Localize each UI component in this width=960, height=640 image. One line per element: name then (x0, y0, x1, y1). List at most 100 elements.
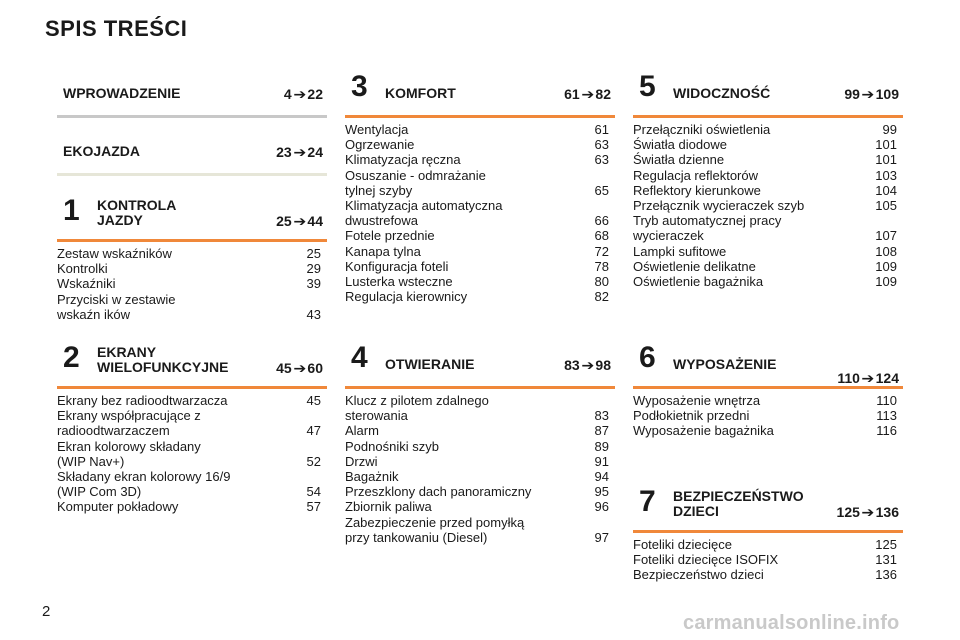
toc-entry[interactable]: Podnośniki szyb 89 (345, 439, 615, 454)
range-start: 61 (564, 86, 580, 102)
toc-entry[interactable]: Wskaźniki 39 (57, 276, 327, 291)
page-range: 25 ➔ 44 (276, 213, 323, 230)
section-komfort: 3 KOMFORT 61 ➔ 82 Wentylacja 61 Ogrzewanie 63 K… (345, 62, 615, 304)
entry-page: 101 (875, 152, 897, 168)
toc-entry[interactable]: Regulacja kierownicy 82 (345, 289, 615, 304)
toc-entry[interactable]: Komputer pokładowy 57 (57, 499, 327, 514)
entry-title: Osuszanie - odmrażanie tylnej szyby (345, 167, 486, 198)
entry-title: Foteliki dziecięce ISOFIX (633, 552, 779, 568)
toc-entry[interactable]: Zabezpieczenie przed pomyłką przy tankow… (345, 515, 615, 545)
page-range: 99 ➔ 109 (844, 86, 899, 103)
entry-list: Ekrany bez radioodtwarzacza 45 Ekrany wspó… (57, 389, 327, 515)
entry-title: Lampki sufitowe (633, 243, 727, 259)
toc-entry[interactable]: Ekran kolorowy składany (WIP Nav+) 52 (57, 439, 327, 469)
toc-entry[interactable]: Oświetlenie bagażnika 109 (633, 274, 903, 289)
page-number: 2 (42, 603, 51, 620)
toc-entry[interactable]: Składany ekran kolorowy 16/9 (WIP Com 3D… (57, 469, 327, 499)
entry-page: 39 (306, 276, 321, 292)
toc-entry[interactable]: Lampki sufitowe 108 (633, 244, 903, 259)
entry-title: Ekran kolorowy składany (WIP Nav+) (57, 438, 201, 469)
entry-page: 83 (594, 408, 609, 424)
arrow-right-icon: ➔ (861, 504, 875, 520)
arrow-right-icon: ➔ (293, 213, 307, 229)
range-end: 124 (875, 370, 899, 386)
toc-entry[interactable]: Przeszklony dach panoramiczny 95 (345, 484, 615, 499)
range-start: 83 (564, 357, 580, 373)
toc-entry[interactable]: Alarm 87 (345, 423, 615, 438)
entry-page: 104 (875, 182, 897, 198)
page-range: 125 ➔ 136 (837, 504, 899, 521)
entry-page: 109 (875, 258, 897, 274)
toc-entry[interactable]: Klucz z pilotem zdalnego sterowania 83 (345, 393, 615, 423)
page-range: 61 ➔ 82 (564, 86, 611, 103)
section-divider (57, 386, 327, 389)
entry-page: 80 (594, 274, 609, 290)
toc-entry[interactable]: Oświetlenie delikatne 109 (633, 259, 903, 274)
entry-title: Regulacja kierownicy (345, 289, 468, 305)
toc-entry[interactable]: Światła diodowe 101 (633, 137, 903, 152)
entry-title: Ekrany bez radioodtwarzacza (57, 393, 228, 408)
toc-entry[interactable]: Światła dzienne 101 (633, 152, 903, 167)
toc-entry[interactable]: Wyposażenie bagażnika 116 (633, 423, 903, 438)
entry-list: Foteliki dziecięce 125 Foteliki dziecięce … (633, 533, 903, 583)
section-header: WPROWADZENIE 4 ➔ 22 (57, 62, 327, 118)
toc-entry[interactable]: Przełącznik wycieraczek szyb 105 (633, 198, 903, 213)
entry-title: Składany ekran kolorowy 16/9 (WIP Com 3D… (57, 469, 231, 500)
toc-entry[interactable]: Bezpieczeństwo dzieci 136 (633, 567, 903, 582)
toc-entry[interactable]: Wyposażenie wnętrza 110 (633, 393, 903, 408)
toc-entry[interactable]: Konfiguracja foteli 78 (345, 259, 615, 274)
entry-title: Kontrolki (57, 261, 108, 277)
toc-entry[interactable]: Podłokietnik przedni 113 (633, 408, 903, 423)
entry-title: Przełącznik wycieraczek szyb (633, 198, 805, 214)
range-end: 82 (595, 86, 611, 102)
entry-title: Bezpieczeństwo dzieci (633, 567, 764, 583)
toc-entry[interactable]: Fotele przednie 68 (345, 228, 615, 243)
entry-list: Wentylacja 61 Ogrzewanie 63 Klimatyzacja ręc… (345, 118, 615, 304)
toc-entry[interactable]: Wentylacja 61 (345, 122, 615, 137)
entry-title: Światła dzienne (633, 152, 725, 168)
entry-title: Światła diodowe (633, 137, 727, 153)
section-bezpieczenstwo-dzieci: 7 BEZPIECZEŃSTWO DZIECI 125 ➔ 136 Foteliki … (633, 477, 903, 583)
toc-entry[interactable]: Foteliki dziecięce 125 (633, 537, 903, 552)
toc-entry[interactable]: Klimatyzacja ręczna 63 (345, 152, 615, 167)
section-title: KOMFORT (385, 85, 456, 101)
toc-entry[interactable]: Ogrzewanie 63 (345, 137, 615, 152)
entry-page: 25 (306, 246, 321, 261)
entry-title: Reflektory kierunkowe (633, 182, 761, 198)
page-range: 4 ➔ 22 (284, 86, 323, 103)
entry-title: Klimatyzacja automatyczna dwustrefowa (345, 198, 503, 229)
entry-title: Fotele przednie (345, 228, 435, 244)
toc-entry[interactable]: Kontrolki 29 (57, 261, 327, 276)
section-wprowadzenie: WPROWADZENIE 4 ➔ 22 (57, 62, 327, 118)
entry-page: 103 (875, 167, 897, 183)
toc-entry[interactable]: Drzwi 91 (345, 454, 615, 469)
section-title: WYPOSAŻENIE (673, 356, 777, 372)
toc-entry[interactable]: Przyciski w zestawie wskaźn ików 43 (57, 292, 327, 322)
entry-title: Podłokietnik przedni (633, 408, 750, 424)
entry-page: 131 (875, 552, 897, 568)
toc-entry[interactable]: Zbiornik paliwa 96 (345, 499, 615, 514)
toc-entry[interactable]: Klimatyzacja automatyczna dwustrefowa 66 (345, 198, 615, 228)
toc-entry[interactable]: Ekrany bez radioodtwarzacza 45 (57, 393, 327, 408)
range-start: 25 (276, 213, 292, 229)
entry-list: Przełączniki oświetlenia 99 Światła diodow… (633, 118, 903, 289)
entry-page: 29 (306, 261, 321, 277)
toc-entry[interactable]: Reflektory kierunkowe 104 (633, 183, 903, 198)
entry-title: Podnośniki szyb (345, 438, 439, 454)
entry-title: Lusterka wsteczne (345, 274, 453, 290)
entry-page: 57 (306, 499, 321, 515)
toc-entry[interactable]: Lusterka wsteczne 80 (345, 274, 615, 289)
toc-entry[interactable]: Ekrany współpracujące z radioodtwarzacze… (57, 408, 327, 438)
toc-entry[interactable]: Regulacja reflektorów 103 (633, 168, 903, 183)
section-kontrola-jazdy: 1 KONTROLA JAZDY 25 ➔ 44 Zestaw wskaźników 2… (57, 186, 327, 322)
range-end: 136 (875, 504, 899, 520)
toc-entry[interactable]: Bagażnik 94 (345, 469, 615, 484)
toc-entry[interactable]: Tryb automatycznej pracy wycieraczek 107 (633, 213, 903, 243)
toc-entry[interactable]: Foteliki dziecięce ISOFIX 131 (633, 552, 903, 567)
toc-entry[interactable]: Osuszanie - odmrażanie tylnej szyby 65 (345, 168, 615, 198)
arrow-right-icon: ➔ (293, 144, 307, 160)
toc-entry[interactable]: Kanapa tylna 72 (345, 244, 615, 259)
toc-entry[interactable]: Zestaw wskaźników 25 (57, 246, 327, 261)
toc-entry[interactable]: Przełączniki oświetlenia 99 (633, 122, 903, 137)
range-end: 22 (307, 86, 323, 102)
